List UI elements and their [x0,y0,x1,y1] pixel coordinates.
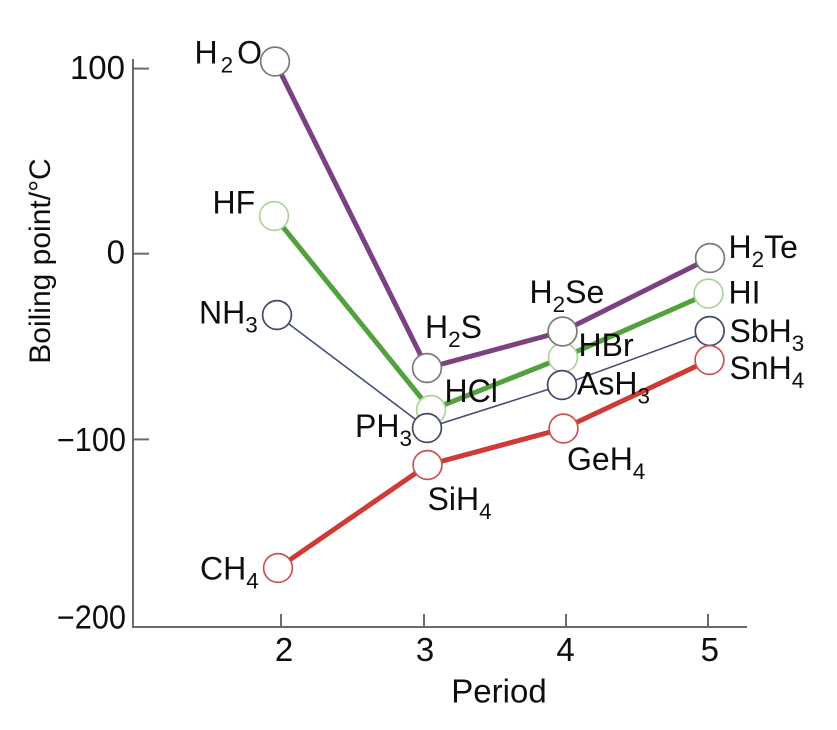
svg-text:Boiling point/°C: Boiling point/°C [24,158,57,363]
svg-text:H2Te: H2Te [729,229,798,272]
svg-text:0: 0 [107,234,125,271]
svg-text:HBr: HBr [579,327,634,363]
svg-text:Period: Period [451,673,546,710]
svg-text:HI: HI [729,275,761,311]
svg-text:−200: −200 [57,598,126,635]
svg-text:2: 2 [275,631,293,668]
svg-text:H2Se: H2Se [530,274,605,317]
svg-text:HF: HF [213,185,256,221]
svg-text:GeH4: GeH4 [567,441,645,484]
svg-text:−100: −100 [57,421,126,458]
svg-text:HCl: HCl [445,373,498,409]
svg-text:3: 3 [416,631,434,668]
svg-text:4: 4 [556,631,574,668]
svg-text:100: 100 [70,49,125,86]
svg-text:5: 5 [701,631,719,668]
